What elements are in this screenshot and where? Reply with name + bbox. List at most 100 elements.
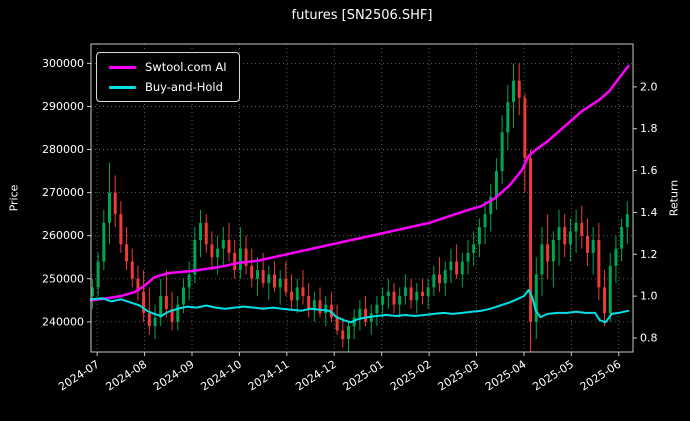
candle-body xyxy=(477,227,481,245)
return-tick-label: 1.2 xyxy=(640,248,658,261)
candle-body xyxy=(506,102,510,133)
candle-body xyxy=(392,291,396,305)
candle-body xyxy=(273,274,277,288)
candle-body xyxy=(375,304,379,314)
candle-body xyxy=(267,274,271,284)
candle-body xyxy=(221,240,225,249)
buy-and-hold-line xyxy=(90,288,630,324)
candle-body xyxy=(500,132,504,172)
candle-body xyxy=(358,308,362,318)
candle-body xyxy=(438,274,442,284)
price-tick-label: 260000 xyxy=(42,229,84,242)
candle-body xyxy=(432,274,436,288)
candle-body xyxy=(261,270,265,284)
candle-body xyxy=(119,214,123,245)
candle-body xyxy=(210,244,214,258)
buy-and-hold-line-swatch xyxy=(109,85,136,89)
candle-body xyxy=(250,265,254,279)
return-tick-label: 1.0 xyxy=(640,290,658,303)
candle-body xyxy=(546,244,550,262)
candle-body xyxy=(534,274,538,322)
candle-body xyxy=(415,291,419,301)
candle-body xyxy=(512,80,516,103)
price-tick-label: 250000 xyxy=(42,272,84,285)
price-tick-label: 270000 xyxy=(42,186,84,199)
candle-body xyxy=(381,296,385,305)
price-tick-label: 290000 xyxy=(42,100,84,113)
candle-body xyxy=(614,248,618,266)
candle-body xyxy=(238,248,242,271)
candle-body xyxy=(187,274,191,288)
candle-body xyxy=(517,80,521,98)
ai-return-line xyxy=(89,64,630,302)
candle-body xyxy=(164,296,168,309)
candle-body xyxy=(193,240,197,275)
legend-label-buy-and-hold: Buy-and-Hold xyxy=(145,80,223,94)
x-tick-label: 2025-01 xyxy=(341,358,387,394)
candle-body xyxy=(113,192,117,215)
candle-body xyxy=(585,235,589,253)
candle-body xyxy=(580,222,584,236)
candle-body xyxy=(597,240,601,288)
x-tick-label: 2024-09 xyxy=(151,358,197,394)
candle-body xyxy=(96,261,100,288)
candle-body xyxy=(523,97,527,159)
candle-body xyxy=(301,287,305,296)
x-tick-label: 2025-05 xyxy=(530,358,576,394)
x-tick-label: 2024-07 xyxy=(56,358,102,394)
return-tick-label: 2.0 xyxy=(640,80,658,93)
candle-body xyxy=(420,291,424,296)
candle-body xyxy=(483,214,487,228)
x-tick-label: 2025-04 xyxy=(483,358,529,394)
x-tick-label: 2025-06 xyxy=(578,358,624,394)
price-tick-label: 280000 xyxy=(42,143,84,156)
return-tick-label: 0.8 xyxy=(640,331,658,344)
legend-label-ai: Swtool.com AI xyxy=(145,60,227,74)
candle-body xyxy=(329,304,333,318)
x-tick-label: 2024-10 xyxy=(198,358,244,394)
candle-body xyxy=(227,240,231,253)
candle-body xyxy=(563,227,567,245)
candle-body xyxy=(551,240,555,262)
candle-body xyxy=(574,222,578,232)
candle-body xyxy=(324,304,328,314)
candle-body xyxy=(403,287,407,296)
return-tick-label: 1.6 xyxy=(640,164,658,177)
candle-body xyxy=(318,300,322,314)
candle-body xyxy=(278,278,282,288)
candle-body xyxy=(472,244,476,253)
candle-body xyxy=(557,227,561,240)
candle-body xyxy=(170,308,174,322)
candle-body xyxy=(625,214,629,228)
candle-body xyxy=(386,291,390,296)
candle-body xyxy=(398,296,402,305)
candle-body xyxy=(216,248,220,258)
candle-body xyxy=(620,227,624,249)
legend-item-buy-and-hold: Buy-and-Hold xyxy=(109,80,227,94)
candle-body xyxy=(244,248,248,266)
candle-body xyxy=(568,231,572,245)
candle-body xyxy=(102,222,106,262)
candle-body xyxy=(603,287,607,314)
x-tick-label: 2024-11 xyxy=(246,358,292,394)
candle-body xyxy=(449,261,453,271)
candle-body xyxy=(443,270,447,284)
candle-body xyxy=(107,192,111,223)
candle-body xyxy=(295,287,299,301)
candle-body xyxy=(460,261,464,275)
candle-body xyxy=(233,252,237,271)
candle-body xyxy=(159,296,163,318)
candle-body xyxy=(540,244,544,275)
candle-body xyxy=(90,287,94,296)
candle-body xyxy=(364,308,368,322)
legend: Swtool.com AI Buy-and-Hold xyxy=(96,52,240,102)
candle-body xyxy=(284,278,288,292)
ai-line-swatch xyxy=(109,65,136,69)
candle-body xyxy=(147,313,151,327)
candle-body xyxy=(199,222,203,240)
candle-body xyxy=(142,291,146,314)
candle-body xyxy=(255,270,259,279)
candle-body xyxy=(529,158,533,322)
candle-body xyxy=(341,330,345,340)
